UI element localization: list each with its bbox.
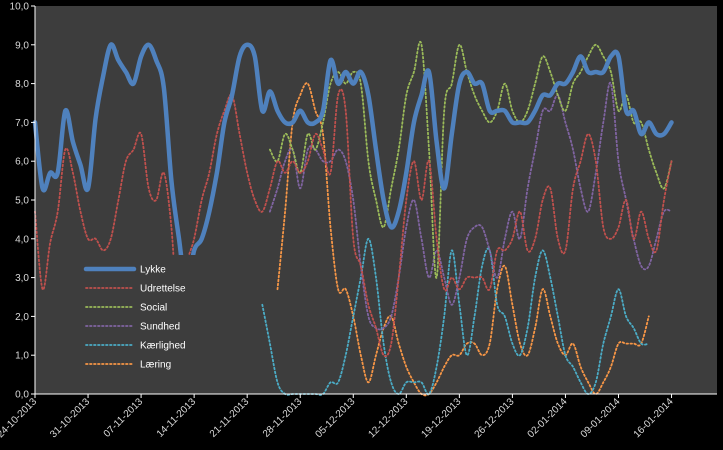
y-tick-label: 2,0 <box>15 312 29 323</box>
legend-label: Social <box>140 303 167 314</box>
legend-label: Sundhed <box>140 322 180 333</box>
y-tick-label: 5,0 <box>15 196 29 207</box>
legend-box <box>80 255 200 380</box>
y-tick-label: 6,0 <box>15 157 29 168</box>
y-tick-label: 9,0 <box>15 40 29 51</box>
series-line-læring <box>276 82 650 397</box>
series-line-sundhed <box>269 81 673 331</box>
series-line-udrettelse <box>34 88 673 358</box>
series-line-lykke <box>32 42 674 292</box>
y-tick-label: 8,0 <box>15 79 29 90</box>
legend-label: Udrettelse <box>140 284 186 295</box>
series-layer <box>32 41 674 397</box>
y-tick-label: 7,0 <box>15 118 29 129</box>
y-tick-label: 4,0 <box>15 234 29 245</box>
legend: Lykke Udrettelse Social Sundhed Kærlighed Lær… <box>83 265 186 371</box>
y-axis-ticks: 0,0 1,0 2,0 3,0 4,0 5,0 6,0 7,0 8,0 9,0 10,0 <box>10 2 35 401</box>
legend-label: Kærlighed <box>140 341 186 352</box>
y-tick-label: 10,0 <box>10 2 30 13</box>
y-tick-label: 3,0 <box>15 273 29 284</box>
legend-label: Lykke <box>140 265 166 276</box>
legend-label: Læring <box>140 360 171 371</box>
series-line-kærlighed <box>261 237 650 396</box>
y-tick-label: 0,0 <box>15 390 29 401</box>
y-tick-label: 1,0 <box>15 351 29 362</box>
